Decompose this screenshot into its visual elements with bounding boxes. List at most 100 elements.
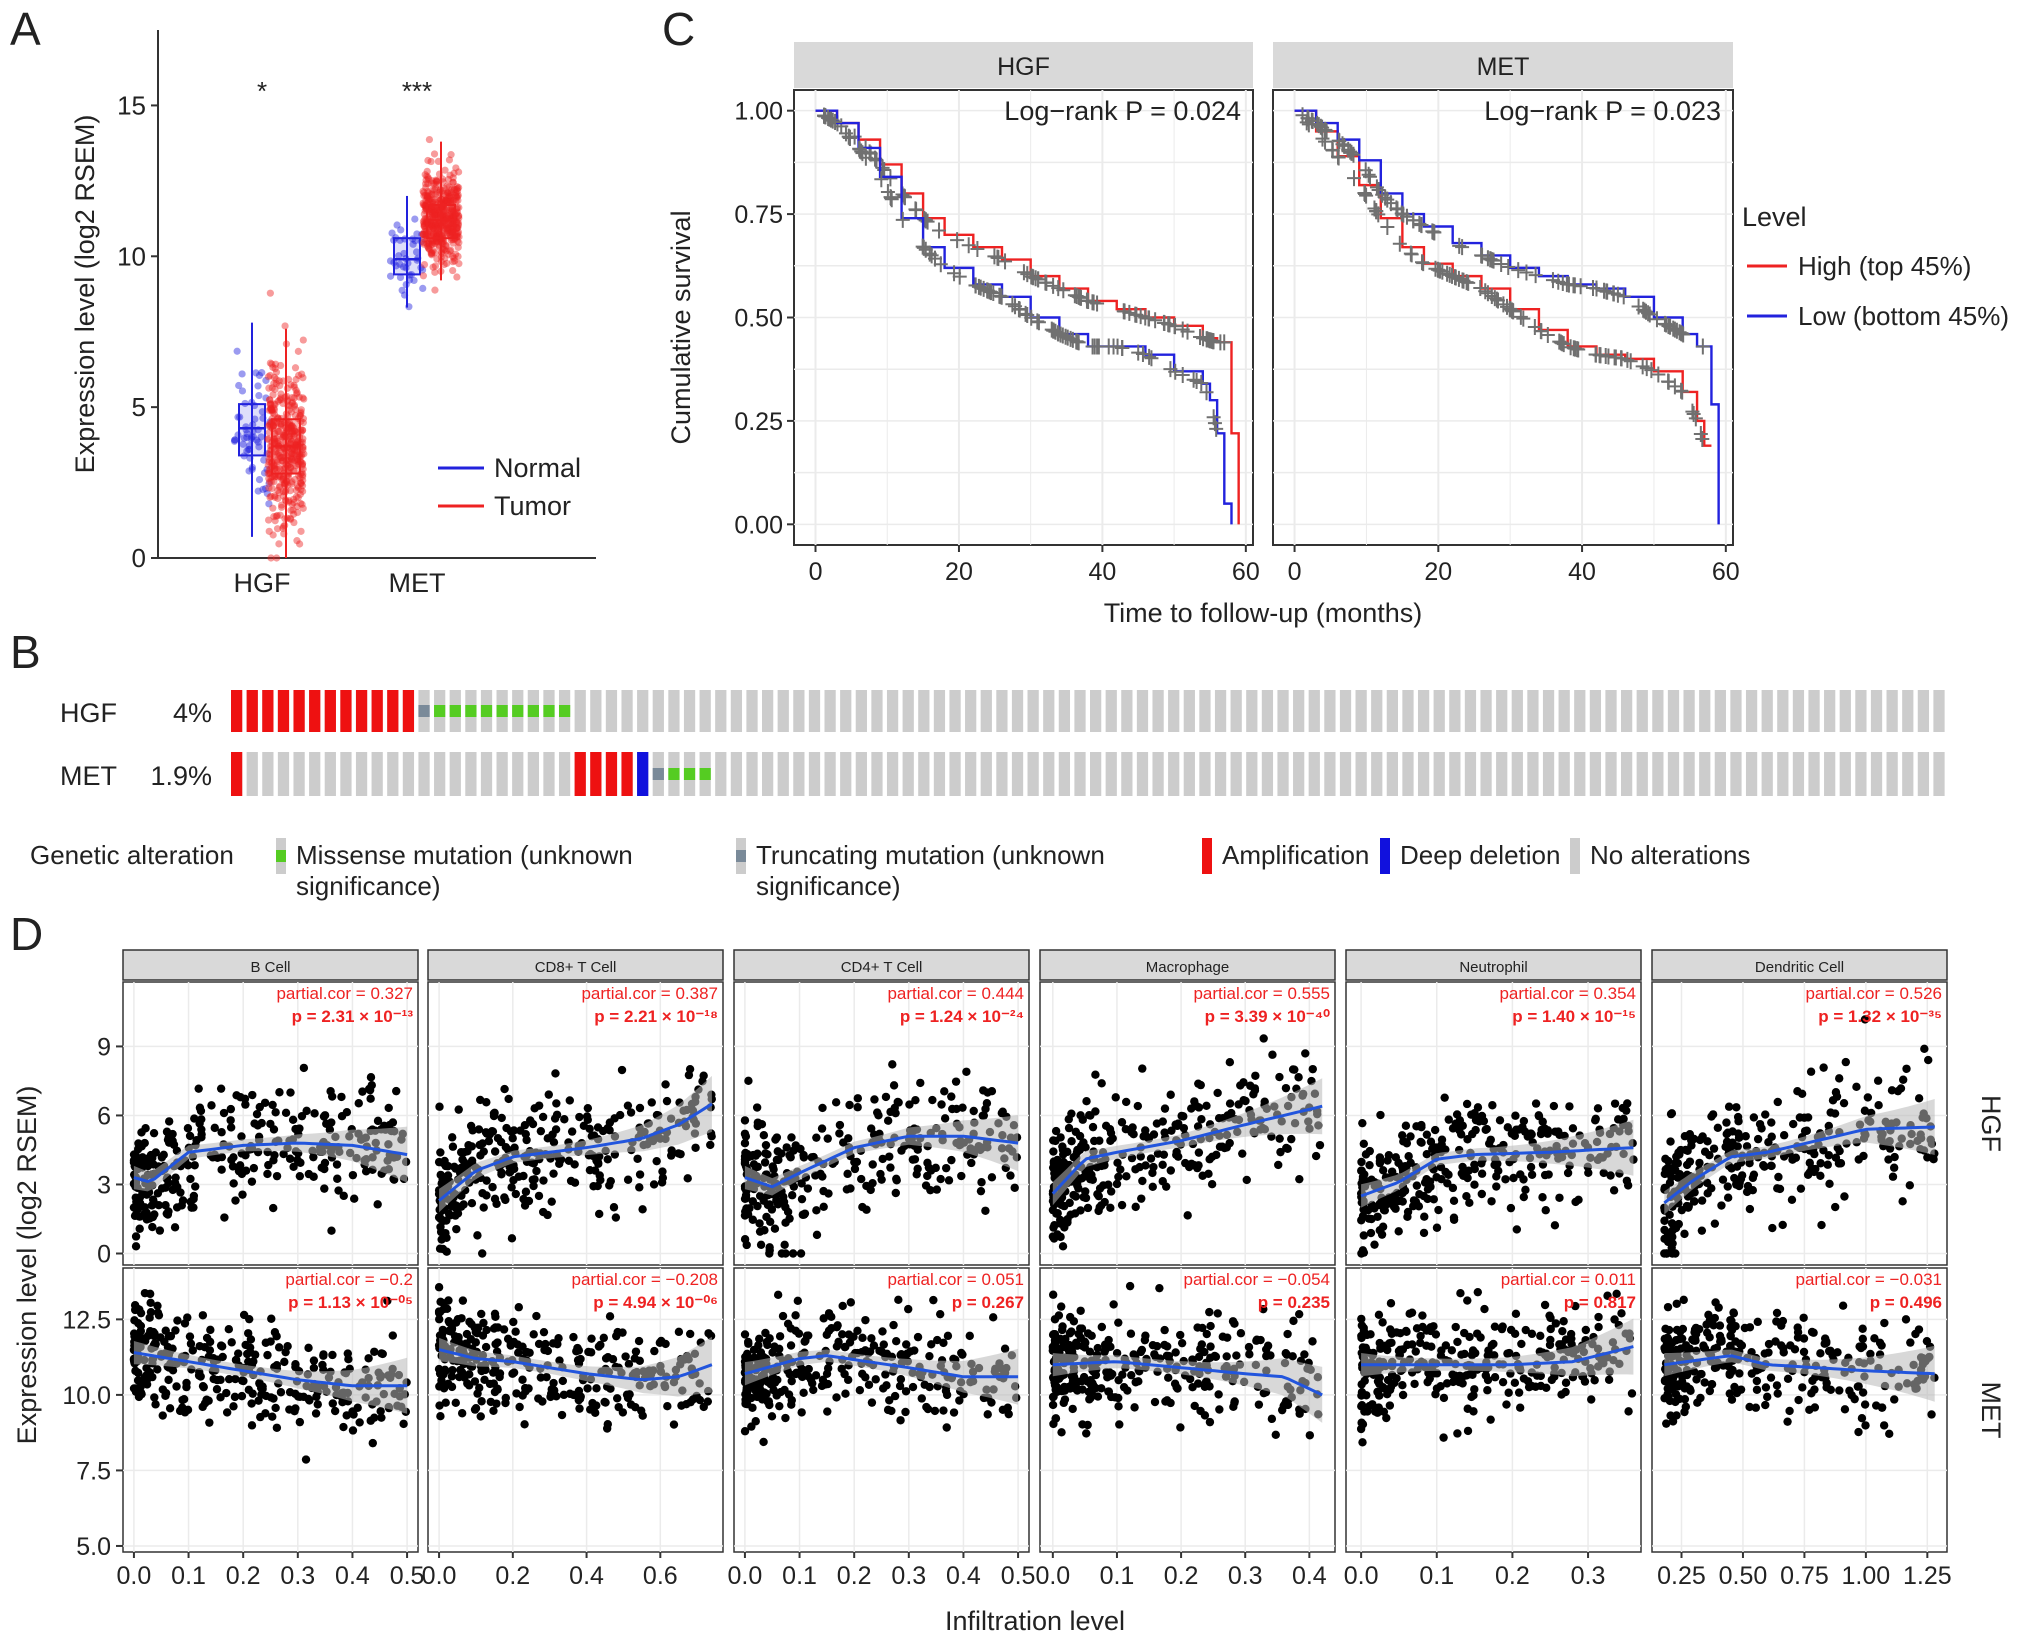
data-point	[511, 1189, 521, 1199]
data-point	[219, 1108, 229, 1118]
data-point	[455, 212, 463, 220]
data-point	[759, 1130, 769, 1140]
data-point	[1501, 1175, 1510, 1184]
data-point	[603, 1155, 612, 1164]
censor-mark	[1519, 264, 1534, 281]
censor-mark	[1199, 384, 1214, 401]
logrank-pvalue: Log−rank P = 0.023	[1484, 96, 1721, 126]
censor-mark	[1039, 274, 1054, 291]
censor-mark	[817, 107, 832, 124]
data-point	[1225, 1058, 1235, 1067]
sample-cell	[1527, 752, 1539, 796]
y-tick-label: 6	[97, 1102, 111, 1130]
data-point	[238, 1190, 247, 1199]
sample-cell	[1386, 690, 1398, 732]
data-point	[1222, 1333, 1232, 1342]
censor-mark	[1206, 333, 1221, 350]
data-point	[1924, 1055, 1933, 1065]
sample-cell	[1464, 752, 1477, 796]
sample-amplification	[231, 752, 243, 796]
censor-mark	[950, 232, 965, 249]
data-point	[454, 212, 462, 220]
data-point	[172, 1382, 181, 1391]
data-point	[484, 1136, 494, 1146]
data-point	[890, 1103, 899, 1113]
data-point	[683, 1174, 692, 1183]
data-point	[1443, 1179, 1452, 1188]
sample-cell	[1027, 690, 1039, 732]
data-point	[507, 1234, 517, 1243]
data-point	[823, 1134, 832, 1143]
data-point	[759, 1196, 768, 1205]
significance-label: *	[257, 76, 267, 106]
data-point	[440, 208, 448, 216]
sample-cell	[1214, 752, 1227, 796]
data-point	[479, 1203, 488, 1212]
data-point	[1550, 1221, 1560, 1230]
data-point	[1062, 1216, 1071, 1225]
data-point	[433, 255, 441, 263]
data-point	[780, 1240, 789, 1250]
data-point	[180, 1319, 190, 1328]
data-point	[292, 386, 300, 394]
data-point	[1268, 1050, 1277, 1059]
data-point	[310, 1109, 319, 1118]
data-point	[396, 273, 405, 281]
data-point	[906, 1347, 915, 1356]
data-point	[296, 499, 305, 508]
data-point	[1538, 1193, 1547, 1202]
p-value: p = 2.31 × 10⁻¹³	[292, 1007, 414, 1026]
data-point	[547, 1385, 556, 1394]
data-point	[1663, 1231, 1673, 1240]
censor-mark	[1175, 367, 1190, 384]
data-point	[262, 394, 270, 402]
data-point	[1401, 1121, 1411, 1130]
data-point	[435, 1212, 444, 1222]
data-point	[1295, 1409, 1304, 1418]
sample-cell	[746, 752, 758, 796]
data-point	[1097, 1079, 1106, 1088]
p-value: p = 1.24 × 10⁻²⁴	[900, 1007, 1024, 1026]
data-point	[1315, 1140, 1325, 1150]
censor-mark	[1295, 107, 1310, 124]
data-point	[1225, 1099, 1235, 1108]
data-point	[226, 1116, 235, 1125]
sample-cell	[933, 690, 946, 732]
data-point	[623, 1101, 633, 1110]
data-point	[1568, 1124, 1578, 1133]
data-point	[182, 1378, 191, 1388]
sample-cell	[246, 752, 258, 796]
sample-cell	[1824, 752, 1836, 796]
sample-cell	[1058, 752, 1071, 796]
data-point	[1618, 1103, 1627, 1113]
data-point	[286, 421, 294, 429]
data-point	[897, 1350, 906, 1359]
data-point	[273, 450, 281, 458]
data-point	[440, 260, 448, 269]
data-point	[199, 1382, 208, 1392]
data-point	[361, 1167, 371, 1176]
data-point	[1660, 1216, 1669, 1225]
data-point	[940, 1114, 950, 1123]
data-point	[441, 254, 449, 262]
data-point	[276, 472, 284, 481]
sample-cell	[1621, 752, 1633, 796]
data-point	[442, 213, 450, 221]
plot-area	[1345, 981, 1642, 1266]
data-point	[452, 186, 460, 194]
sample-cell	[1371, 690, 1383, 732]
data-point	[140, 1334, 149, 1343]
data-point	[800, 1209, 810, 1218]
data-point	[299, 394, 307, 402]
data-point	[638, 1411, 647, 1420]
data-point	[441, 196, 450, 204]
data-point	[432, 176, 440, 184]
data-point	[436, 1227, 446, 1237]
data-point	[939, 1406, 948, 1415]
data-point	[429, 207, 438, 215]
data-point	[462, 1329, 472, 1339]
censor-mark	[1592, 347, 1607, 364]
data-point	[442, 206, 450, 214]
sample-cell	[637, 690, 649, 732]
